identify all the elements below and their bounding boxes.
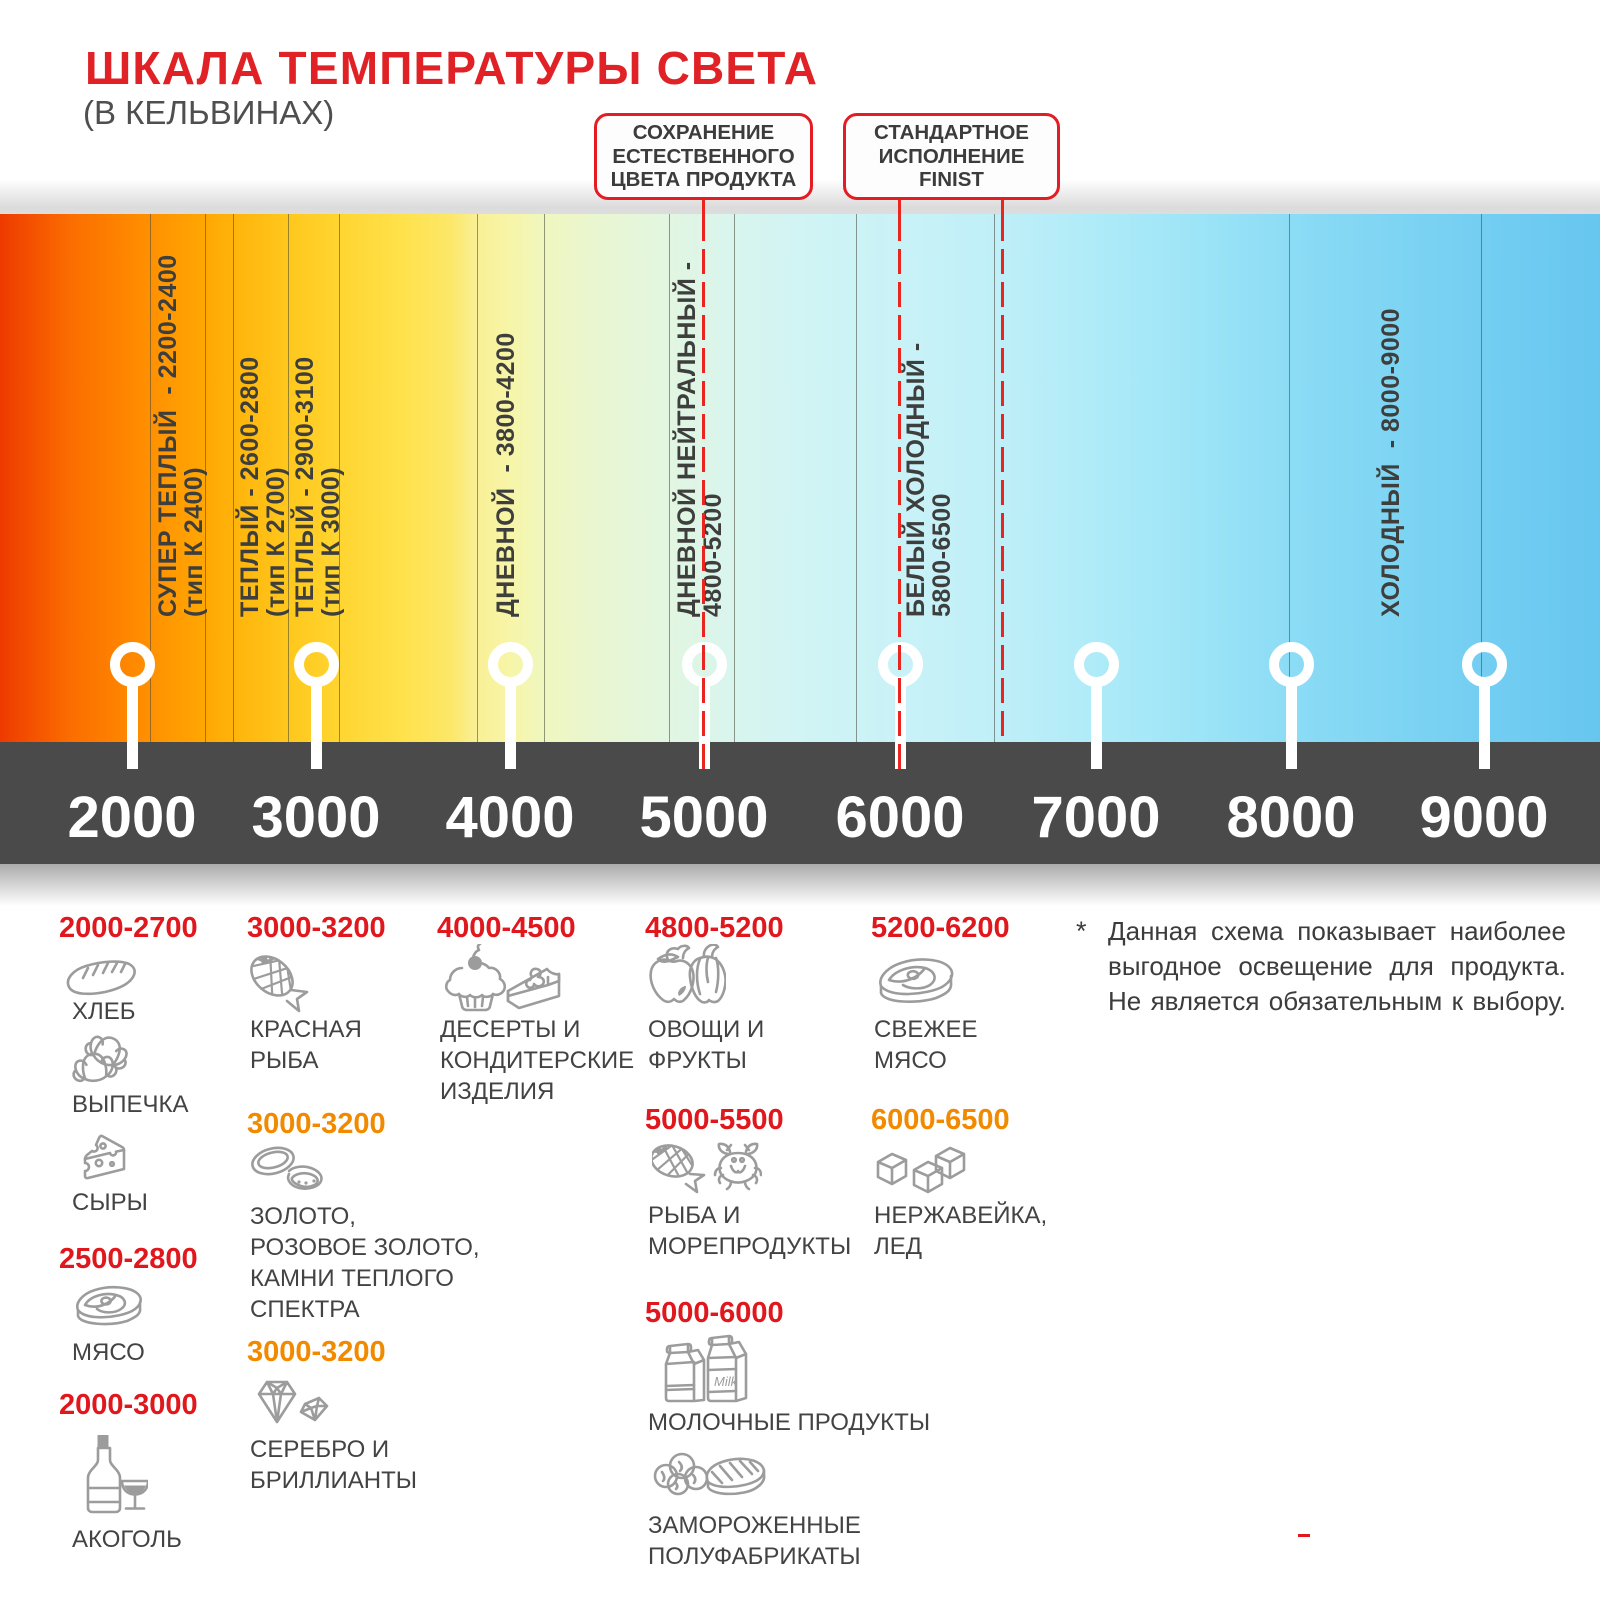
svg-text:Milk: Milk [714, 1374, 739, 1389]
